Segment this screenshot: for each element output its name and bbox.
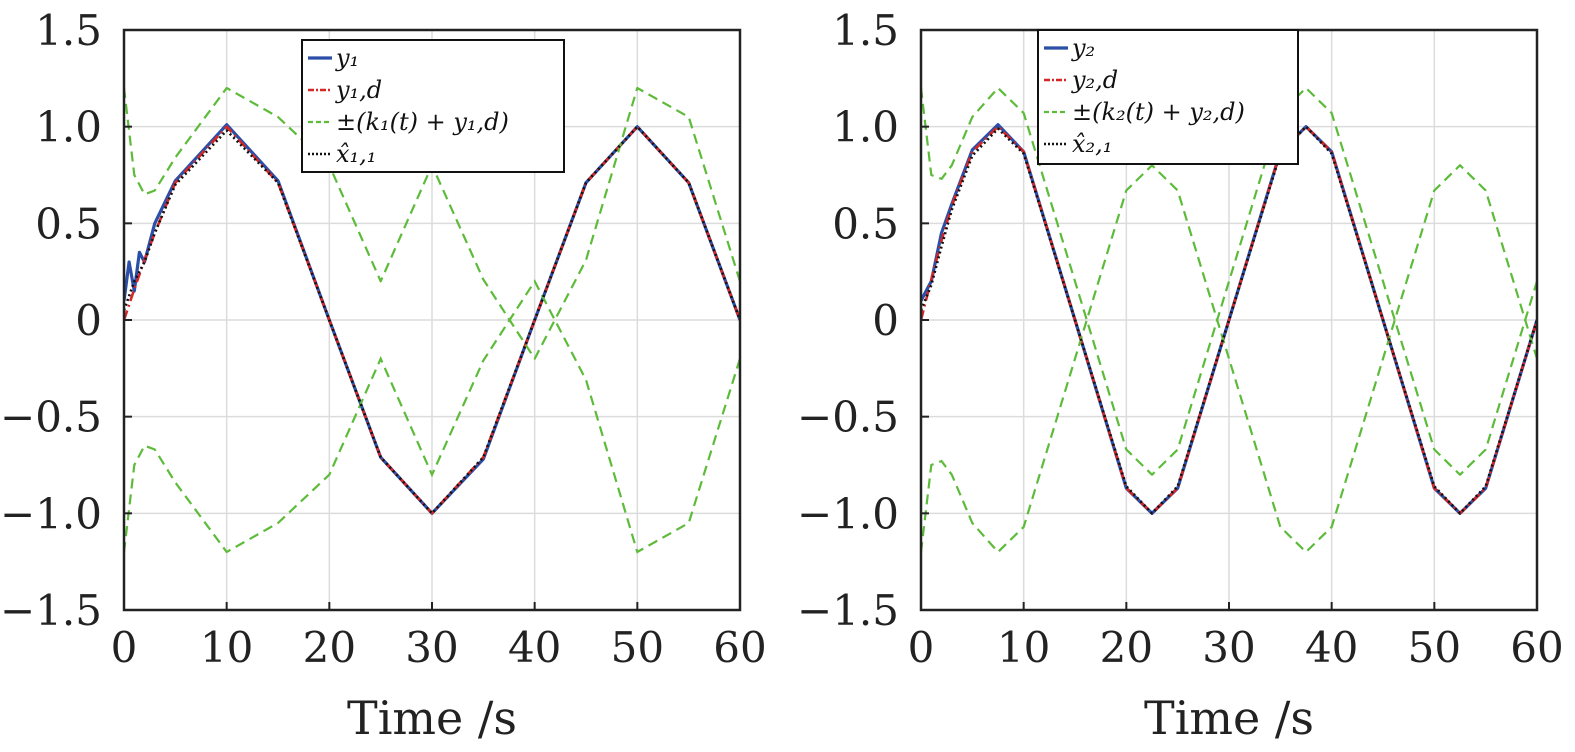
series-line-lower-bound [124, 279, 740, 554]
x-axis-title: Time /s [347, 691, 517, 745]
legend-box [301, 39, 565, 173]
x-tick-label: 20 [303, 623, 356, 672]
series-line-3 [124, 86, 740, 360]
y-tick-label: −0.5 [0, 393, 102, 442]
series-line-3 [921, 86, 1537, 476]
legend-label-3: ±(k₂(t) + y₂,d) [1072, 98, 1245, 126]
y-tick-label: 1.5 [832, 6, 899, 55]
series-group [921, 86, 1537, 554]
x-tick-label: 60 [713, 623, 766, 672]
x-tick-label: 60 [1510, 623, 1563, 672]
x-tick-label: 10 [200, 623, 253, 672]
legend: y₂ y₂,d ±(k₂(t) + y₂,d) x̂₂,₁ [1037, 29, 1299, 165]
x-axis-title: Time /s [1144, 691, 1314, 745]
x-tick-label: 50 [611, 623, 664, 672]
y-tick-label: 0.5 [35, 199, 102, 248]
x-tick-label: 40 [508, 623, 561, 672]
series-line-4 [921, 125, 1537, 515]
y-tick-label: 0.5 [832, 199, 899, 248]
series-line-2 [124, 125, 740, 515]
plot-panel-2: 0 10 20 30 40 50 60 1.5 1.0 0.5 0 −0.5 −1.0 −1.5 Time … [797, 6, 1564, 745]
legend-label-2: y₂,d [1071, 66, 1118, 94]
y-tick-label: 1.0 [35, 103, 102, 152]
x-tick-label: 50 [1408, 623, 1461, 672]
y-tick-label: −1.5 [797, 586, 899, 635]
legend-label-1: y₂ [1071, 34, 1095, 62]
y-tick-label: 1.5 [35, 6, 102, 55]
y-tick-label: −1.5 [0, 586, 102, 635]
legend-label-2: y₁,d [335, 76, 382, 104]
legend-label-4: x̂₁,₁ [336, 140, 376, 168]
series-group [124, 86, 740, 554]
x-tick-label: 30 [1202, 623, 1255, 672]
plot-panel-1: 0 10 20 30 40 50 60 1.5 1.0 0.5 0 −0.5 −1.0 −1.5 Time … [0, 6, 767, 745]
legend-box [1037, 29, 1299, 165]
y-tick-label: 0 [872, 296, 899, 345]
x-tick-label: 10 [997, 623, 1050, 672]
y-tick-label: −1.0 [0, 489, 102, 538]
y-tick-label: 1.0 [832, 103, 899, 152]
legend-label-3: ±(k₁(t) + y₁,d) [336, 108, 509, 136]
y-tick-label: 0 [75, 296, 102, 345]
legend-label-4: x̂₂,₁ [1072, 130, 1112, 158]
series-line-2 [921, 125, 1537, 515]
y-tick-label: −1.0 [797, 489, 899, 538]
legend: y₁ y₁,d ±(k₁(t) + y₁,d) x̂₁,₁ [301, 39, 565, 173]
legend-label-1: y₁ [335, 44, 359, 72]
series-line-lower-bound [921, 163, 1537, 554]
x-tick-label: 20 [1100, 623, 1153, 672]
x-tick-label: 0 [908, 623, 935, 672]
x-tick-label: 0 [111, 623, 138, 672]
x-tick-label: 40 [1305, 623, 1358, 672]
y-tick-label: −0.5 [797, 393, 899, 442]
x-tick-label: 30 [405, 623, 458, 672]
